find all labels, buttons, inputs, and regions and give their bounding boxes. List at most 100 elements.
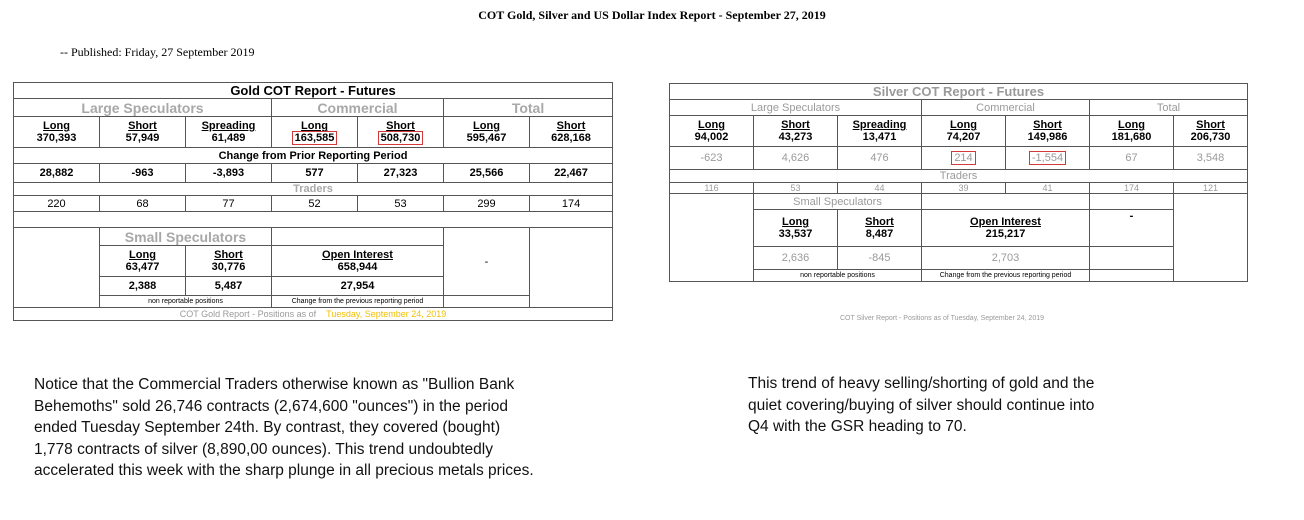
gold-change-cell: 28,882 xyxy=(13,163,100,183)
silver-group-large-speculators: Large Speculators xyxy=(669,99,922,116)
silver-col-commercial-long: Long 74,207 xyxy=(921,115,1006,147)
silver-spacer xyxy=(669,193,754,282)
silver-oi-top xyxy=(921,193,1090,210)
gold-open-interest: Open Interest 658,944 xyxy=(271,245,444,277)
gold-traders-cell: 174 xyxy=(528,195,614,212)
gold-change-cell: 27,323 xyxy=(357,163,444,183)
silver-change-empty xyxy=(1089,246,1174,270)
gold-group-commercial: Commercial xyxy=(271,98,444,117)
gold-blank-row xyxy=(12,211,614,228)
silver-cot-table: Silver COT Report - Futures Large Specul… xyxy=(668,83,1249,282)
gold-col-large-spreading: Spreading 61,489 xyxy=(185,116,272,148)
silver-note-change: Change from the previous reporting perio… xyxy=(921,269,1090,282)
silver-open-interest: Open Interest 215,217 xyxy=(921,209,1090,247)
silver-traders-cell: 41 xyxy=(1005,182,1090,194)
gold-group-large-speculators: Large Speculators xyxy=(13,98,272,117)
gold-table-header: Gold COT Report - Futures xyxy=(12,82,614,99)
silver-col-large-long: Long 94,002 xyxy=(669,115,754,147)
silver-small-short-change: -845 xyxy=(837,246,922,270)
gold-change-cell: -3,893 xyxy=(185,163,272,183)
gold-change-cell: 577 xyxy=(271,163,358,183)
gold-change-cell: 25,566 xyxy=(443,163,530,183)
silver-dash-cell: - xyxy=(1089,209,1174,247)
gold-spacer-right xyxy=(529,227,614,308)
silver-change-cell: 3,548 xyxy=(1172,146,1249,170)
silver-col-large-short: Short 43,273 xyxy=(753,115,838,147)
gold-dash-cell: - xyxy=(443,227,530,296)
silver-small-speculators-header: Small Speculators xyxy=(753,193,922,210)
silver-small-long: Long 33,537 xyxy=(753,209,838,247)
gold-col-commercial-long: Long 163,585 xyxy=(271,116,358,148)
silver-change-cell: 4,626 xyxy=(753,146,838,170)
note-line: This trend of heavy selling/shorting of … xyxy=(748,375,1095,392)
note-line: ended Tuesday September 24th. By contras… xyxy=(34,419,501,436)
note-line: Q4 with the GSR heading to 70. xyxy=(748,418,967,435)
gold-change-cell: 22,467 xyxy=(528,163,614,183)
gold-traders-cell: 299 xyxy=(443,195,530,212)
gold-col-commercial-short: Short 508,730 xyxy=(357,116,444,148)
silver-change-cell: 214 xyxy=(921,146,1006,170)
note-line: quiet covering/buying of silver should c… xyxy=(748,396,1095,414)
gold-traders-cell: 52 xyxy=(271,195,358,212)
report-title: COT Gold, Silver and US Dollar Index Rep… xyxy=(478,8,826,22)
silver-group-commercial: Commercial xyxy=(921,99,1090,116)
gold-cot-table: Gold COT Report - Futures Large Speculat… xyxy=(12,82,614,321)
silver-dash-top xyxy=(1089,193,1174,210)
silver-traders-cell: 121 xyxy=(1172,182,1249,194)
silver-change-cell: 67 xyxy=(1089,146,1174,170)
gold-small-speculators-header: Small Speculators xyxy=(99,227,272,246)
gold-col-total-long: Long 595,467 xyxy=(443,116,530,148)
gold-footer: COT Gold Report - Positions as of Tuesda… xyxy=(12,307,614,321)
silver-traders-cell: 44 xyxy=(837,182,922,194)
gold-col-total-short: Short 628,168 xyxy=(528,116,614,148)
silver-traders-cell: 174 xyxy=(1089,182,1174,194)
silver-col-total-long: Long 181,680 xyxy=(1089,115,1174,147)
silver-change-cell: 476 xyxy=(837,146,922,170)
gold-note-change: Change from the previous reporting perio… xyxy=(271,295,444,308)
silver-col-large-spreading: Spreading 13,471 xyxy=(837,115,922,147)
silver-commercial-long-change-highlight: 214 xyxy=(951,151,976,165)
gold-small-long-change: 2,388 xyxy=(99,276,186,296)
gold-change-cell: -963 xyxy=(99,163,186,183)
silver-commercial-short-change-highlight: -1,554 xyxy=(1028,151,1067,165)
gold-change-header: Change from Prior Reporting Period xyxy=(12,147,614,164)
silver-note-nonreportable: non reportable positions xyxy=(753,269,922,282)
gold-small-long: Long 63,477 xyxy=(99,245,186,277)
gold-traders-cell: 77 xyxy=(185,195,272,212)
silver-col-commercial-short: Short 149,986 xyxy=(1005,115,1090,147)
silver-footer: COT Silver Report - Positions as of Tues… xyxy=(840,315,1045,322)
gold-col-large-short: Short 57,949 xyxy=(99,116,186,148)
silver-traders-header: Traders xyxy=(668,169,1249,183)
gold-oi-top xyxy=(271,227,444,246)
silver-traders-cell: 39 xyxy=(921,182,1006,194)
silver-traders-cell: 53 xyxy=(753,182,838,194)
gold-oi-change: 27,954 xyxy=(271,276,444,296)
left-commentary: Notice that the Commercial Traders other… xyxy=(34,374,634,482)
note-line: accelerated this week with the sharp plu… xyxy=(34,462,534,479)
note-line: Behemoths" sold 26,746 contracts (2,674,… xyxy=(34,397,509,415)
silver-oi-change: 2,703 xyxy=(921,246,1090,270)
note-line: 1,778 contracts of silver (8,890,00 ounc… xyxy=(34,440,493,458)
gold-traders-cell: 220 xyxy=(13,195,100,212)
gold-note-empty xyxy=(443,295,530,308)
gold-spacer xyxy=(13,227,100,308)
gold-group-total: Total xyxy=(442,98,614,117)
silver-change-cell: -623 xyxy=(669,146,754,170)
gold-commercial-short-highlight: 508,730 xyxy=(377,131,424,145)
gold-small-short: Short 30,776 xyxy=(185,245,272,277)
silver-small-short: Short 8,487 xyxy=(837,209,922,247)
silver-col-total-short: Short 206,730 xyxy=(1172,115,1249,147)
gold-traders-header: Traders xyxy=(12,182,614,196)
gold-note-nonreportable: non reportable positions xyxy=(99,295,272,308)
silver-note-empty xyxy=(1089,269,1174,282)
published-date: -- Published: Friday, 27 September 2019 xyxy=(60,45,255,59)
silver-traders-cell: 116 xyxy=(669,182,754,194)
gold-traders-cell: 68 xyxy=(99,195,186,212)
gold-col-large-long: Long 370,393 xyxy=(13,116,100,148)
gold-commercial-long-highlight: 163,585 xyxy=(291,131,338,145)
silver-spacer-right xyxy=(1173,193,1249,282)
silver-change-cell: -1,554 xyxy=(1005,146,1090,170)
gold-small-short-change: 5,487 xyxy=(185,276,272,296)
gold-traders-cell: 53 xyxy=(357,195,444,212)
right-commentary: This trend of heavy selling/shorting of … xyxy=(748,373,1228,438)
